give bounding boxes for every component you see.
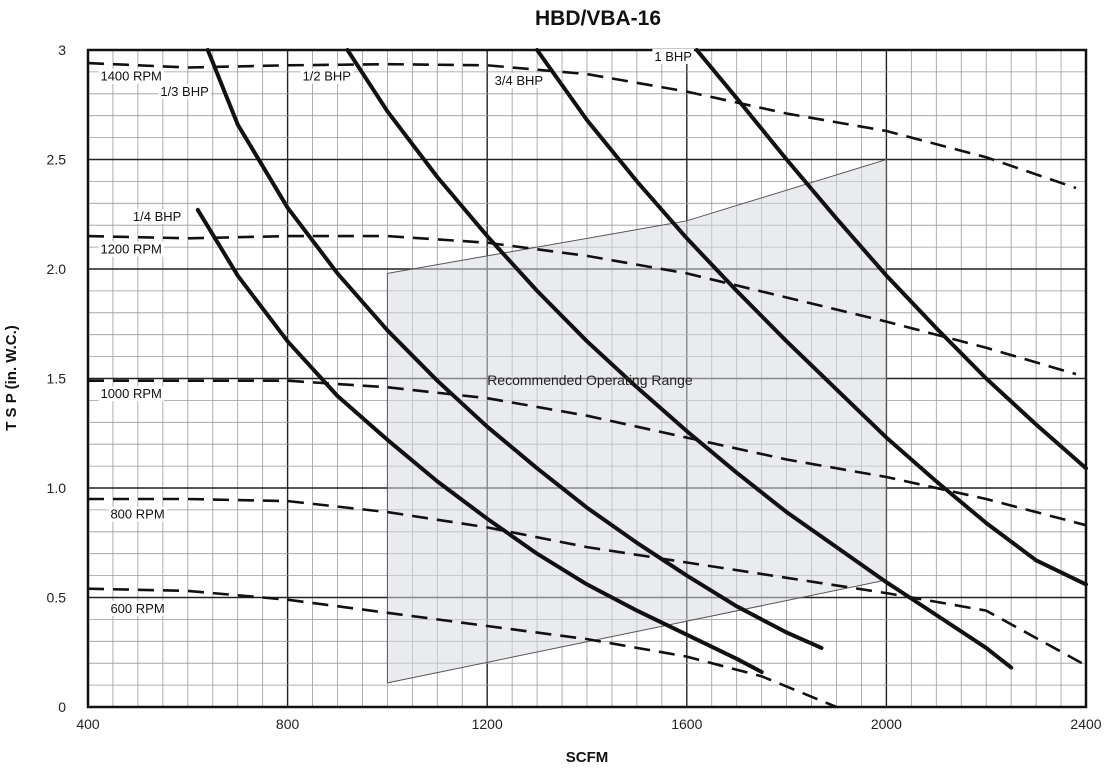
x-tick-label: 2000: [871, 716, 902, 732]
bhp-curve-1-2-bhp: [345, 48, 1014, 670]
plot-border: [86, 48, 1088, 709]
rpm-label: 1200 RPM: [100, 242, 161, 257]
rpm-label: 1400 RPM: [100, 69, 161, 84]
rpm-curve-800-rpm: [88, 497, 1087, 667]
bhp-label-bg: [652, 48, 694, 64]
y-tick-label: 1.5: [47, 371, 67, 387]
rpm-curve-600-rpm: [87, 587, 837, 709]
chart-title: HBD/VBA-16: [535, 7, 661, 30]
bhp-label-bg: [300, 68, 353, 84]
bhp-curve-1-4-bhp: [195, 207, 764, 674]
x-tick-label: 1200: [472, 716, 503, 732]
bhp-curves: [195, 48, 1088, 674]
x-axis-label: SCFM: [566, 749, 609, 766]
rpm-label-bg: [108, 600, 167, 616]
bhp-curve-1-bhp: [694, 48, 1088, 471]
rpm-label-bg: [98, 241, 164, 257]
y-tick-label: 3: [58, 42, 66, 58]
rpm-curve-1200-rpm: [87, 234, 1077, 376]
x-tick-label: 400: [76, 716, 100, 732]
bhp-curve-3-4-bhp: [535, 48, 1088, 587]
axis-ticks: 400 800 1200 1600 2000 2400 0 0.5 1.0 1.5 2.0 2.5 3: [47, 42, 1102, 732]
bhp-label: 1/2 BHP: [303, 69, 351, 84]
y-tick-label: 1.0: [47, 480, 67, 496]
rpm-curve-1000-rpm: [88, 379, 1087, 527]
bhp-label-bg: [158, 83, 211, 99]
bhp-label: 1/3 BHP: [160, 84, 208, 99]
rpm-label-bg: [108, 506, 167, 522]
y-axis-label: T S P (in. W.C.): [3, 325, 20, 431]
y-tick-label: 0.5: [47, 590, 67, 606]
curve-labels: 1400 RPM 1200 RPM 1000 RPM 800 RPM 600 RPM 1/…: [98, 48, 694, 616]
rpm-curve-1400-rpm: [87, 61, 1077, 190]
y-tick-label: 2.0: [47, 261, 67, 277]
bhp-label: 1/4 BHP: [133, 209, 181, 224]
operating-range-label: Recommended Operating Range: [487, 372, 693, 388]
rpm-label: 800 RPM: [110, 507, 164, 522]
y-tick-label: 0: [58, 699, 66, 715]
bhp-label: 3/4 BHP: [495, 73, 543, 88]
bhp-curve-1-3-bhp: [205, 48, 824, 650]
bhp-label-bg: [492, 73, 546, 89]
x-tick-label: 2400: [1070, 716, 1101, 732]
x-tick-label: 1600: [671, 716, 702, 732]
rpm-label: 600 RPM: [110, 601, 164, 616]
bhp-label-bg: [130, 208, 184, 224]
rpm-label-bg: [98, 68, 164, 84]
rpm-label-bg: [98, 386, 164, 402]
rpm-label: 1000 RPM: [100, 386, 161, 401]
x-tick-label: 800: [276, 716, 300, 732]
bhp-label: 1 BHP: [654, 49, 692, 64]
y-tick-label: 2.5: [47, 152, 67, 168]
rpm-curves: [87, 61, 1087, 709]
